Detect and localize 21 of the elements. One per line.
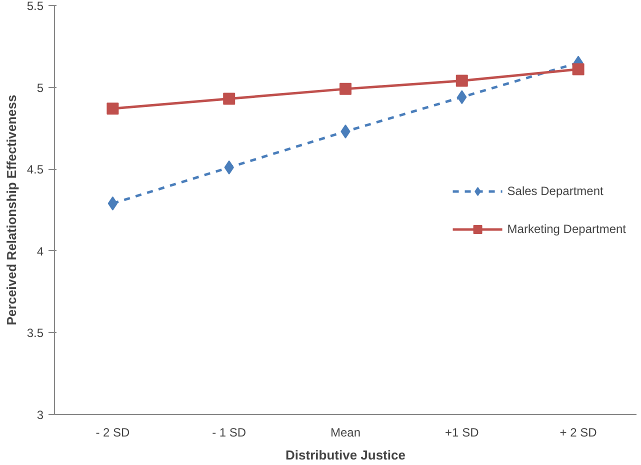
legend-label: Marketing Department: [507, 222, 626, 236]
x-tick-label: + 2 SD: [560, 426, 598, 440]
point: [572, 63, 584, 76]
x-tick-label: +1 SD: [445, 426, 480, 440]
point: [456, 74, 468, 87]
y-tick-label: 5: [36, 80, 44, 95]
point: [340, 82, 352, 95]
y-tick-label: 5.5: [26, 0, 44, 13]
y-axis-title: Perceived Relationship Effectiveness: [4, 94, 19, 326]
point: [223, 92, 236, 105]
x-tick-label: Mean: [330, 426, 361, 440]
x-tick-label: - 2 SD: [96, 426, 130, 440]
point: [106, 102, 119, 115]
legend-label: Sales Department: [507, 184, 604, 198]
point: [108, 196, 118, 210]
x-axis-title: Distributive Justice: [286, 448, 406, 462]
x-tick-label: - 1 SD: [212, 426, 246, 440]
y-tick-label: 4.5: [26, 162, 44, 177]
y-tick-label: 3: [36, 408, 44, 422]
y-tick-label: 4: [36, 244, 44, 258]
y-tick-label: 3.5: [26, 326, 44, 340]
